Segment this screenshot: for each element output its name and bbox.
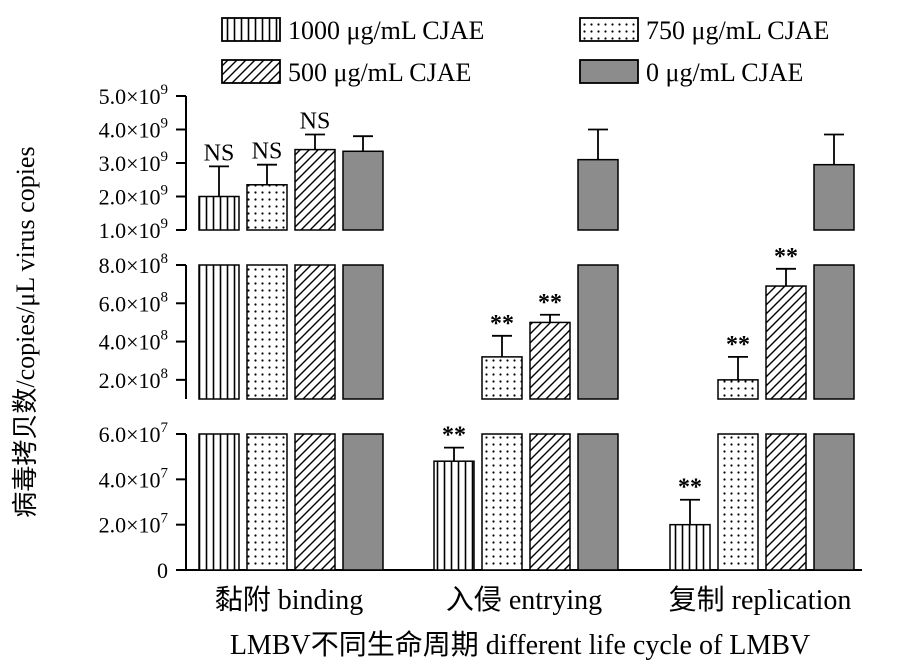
bar	[765, 285, 807, 400]
bar	[529, 433, 571, 571]
significance-label: **	[490, 311, 514, 337]
x-category-label: 入侵 entrying	[446, 584, 602, 616]
legend-swatch	[579, 17, 639, 42]
bar	[765, 433, 807, 571]
legend-label: 500 μg/mL CJAE	[288, 58, 471, 87]
significance-label: NS	[300, 109, 331, 135]
y-tick-label: 3.0×109	[99, 149, 168, 176]
x-axis-title: LMBV不同生命周期 different life cycle of LMBV	[230, 629, 810, 661]
bar	[246, 433, 288, 571]
legend-item: 1000 μg/mL CJAE	[221, 16, 484, 45]
bar	[577, 433, 619, 571]
y-tick-label: 2.0×107	[99, 511, 169, 538]
bar	[481, 356, 523, 400]
bar-group	[717, 355, 759, 571]
y-tick-label: 2.0×109	[99, 183, 168, 210]
x-category-label: 黏附 binding	[215, 584, 364, 616]
y-tick-label: 8.0×108	[99, 251, 168, 278]
significance-label: NS	[204, 140, 235, 166]
bar	[294, 148, 336, 231]
labels-layer: NS NS NS 黏附 binding ** ** ** 入侵 entrying ** ** ** 复…	[204, 109, 852, 616]
bar	[577, 264, 619, 400]
bar-group	[433, 446, 475, 571]
bar	[669, 523, 711, 571]
y-tick-label: 0	[157, 558, 168, 583]
bar-group	[669, 498, 711, 571]
legend-swatch	[221, 59, 281, 84]
legend-item: 0 μg/mL CJAE	[579, 58, 803, 87]
bar-group	[481, 334, 523, 571]
bar	[813, 264, 855, 400]
legend-swatch	[221, 17, 281, 42]
significance-label: **	[726, 332, 750, 358]
legend-label: 750 μg/mL CJAE	[646, 16, 829, 45]
bar	[717, 433, 759, 571]
bar	[246, 264, 288, 400]
bar-group	[342, 135, 384, 571]
y-tick-label: 2.0×108	[99, 366, 168, 393]
bar	[342, 150, 384, 231]
legend-swatch	[579, 59, 639, 84]
bar	[198, 195, 240, 231]
y-tick-label: 1.0×109	[99, 216, 168, 243]
y-tick-label: 5.0×109	[99, 82, 168, 109]
bar-group	[765, 267, 807, 571]
significance-label: **	[678, 475, 702, 501]
y-axis-title: 病毒拷贝数/copies/μL virus copies	[11, 146, 40, 517]
bar	[813, 163, 855, 231]
y-tick-label: 4.0×108	[99, 328, 168, 355]
bar	[577, 158, 619, 231]
y-tick-label: 4.0×109	[99, 116, 168, 143]
bar	[198, 264, 240, 400]
bar	[198, 433, 240, 571]
bar-group	[577, 128, 619, 571]
bar	[717, 379, 759, 400]
bar	[342, 433, 384, 571]
bar-group	[246, 163, 288, 571]
bar	[294, 433, 336, 571]
x-category-label: 复制 replication	[669, 584, 852, 616]
bar-group	[813, 133, 855, 571]
significance-label: **	[538, 290, 562, 316]
legend-item: 500 μg/mL CJAE	[221, 58, 471, 87]
bar	[481, 433, 523, 571]
bar	[433, 460, 475, 571]
y-tick-label: 4.0×107	[99, 465, 169, 492]
bar-group	[294, 133, 336, 571]
significance-label: NS	[252, 139, 283, 165]
y-axis: 0 2.0×107 4.0×107 6.0×107 2.0×108 4.0×108 6.0×…	[99, 82, 862, 583]
bars-layer	[198, 128, 855, 571]
y-tick-label: 6.0×107	[99, 420, 169, 447]
bar	[342, 264, 384, 400]
legend-label: 1000 μg/mL CJAE	[288, 16, 484, 45]
bar-group	[198, 165, 240, 571]
y-tick-label: 6.0×108	[99, 289, 168, 316]
legend-label: 0 μg/mL CJAE	[646, 58, 803, 87]
significance-label: **	[442, 423, 466, 449]
bar	[246, 184, 288, 231]
bar	[529, 321, 571, 400]
bar	[294, 264, 336, 400]
legend-item: 750 μg/mL CJAE	[579, 16, 829, 45]
bar-group	[529, 313, 571, 571]
bar	[813, 433, 855, 571]
significance-label: **	[774, 244, 798, 270]
chart-legend: 1000 μg/mL CJAE 750 μg/mL CJAE 500 μg/mL C…	[221, 16, 829, 87]
